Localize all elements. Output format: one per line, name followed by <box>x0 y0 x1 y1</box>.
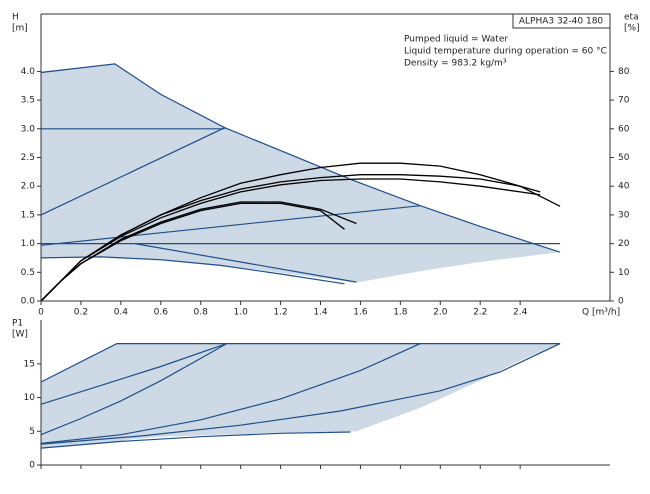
y2-axis-label: eta <box>624 13 639 23</box>
y-axis-label: [W] <box>12 330 28 340</box>
y-axis-label: [m] <box>12 24 28 34</box>
curve <box>40 431 351 449</box>
y-tick-label: 10 <box>24 393 36 403</box>
x-tick-label: 2.0 <box>433 308 448 318</box>
y-tick-label: 2.0 <box>21 182 36 192</box>
y-axis-label: H <box>12 13 19 23</box>
x-tick-label: 0.2 <box>74 308 88 318</box>
x-tick-label: 0.4 <box>114 308 129 318</box>
annotation: Liquid temperature during operation = 60… <box>404 47 607 57</box>
x-axis-label: Q [m³/h] <box>582 308 620 318</box>
y-tick-label: 3.5 <box>21 96 35 106</box>
y-tick-label: 1.0 <box>21 239 36 249</box>
curve <box>40 343 561 383</box>
y2-tick-label: 70 <box>618 96 630 106</box>
annotation: Density = 983.2 kg/m³ <box>404 59 507 69</box>
y-tick-label: 1.5 <box>21 210 35 220</box>
y2-tick-label: 10 <box>618 268 630 278</box>
curve <box>40 343 227 436</box>
y-tick-label: 2.5 <box>21 153 35 163</box>
curve <box>40 127 225 216</box>
x-tick-label: 0.6 <box>154 308 169 318</box>
curve <box>40 343 561 445</box>
y-tick-label: 15 <box>24 359 35 369</box>
x-tick-label: 1.0 <box>233 308 248 318</box>
curve <box>40 343 421 444</box>
y2-tick-label: 80 <box>618 67 630 77</box>
y2-tick-label: 20 <box>618 239 630 249</box>
x-tick-label: 0.8 <box>194 308 209 318</box>
y-tick-label: 0 <box>29 461 35 471</box>
y-tick-label: 5 <box>29 427 35 437</box>
y-tick-label: 4.0 <box>21 67 36 77</box>
operating-area <box>41 343 561 449</box>
y-tick-label: 3.0 <box>21 124 36 134</box>
x-tick-label: 1.8 <box>393 308 408 318</box>
curve <box>40 343 227 405</box>
operating-area <box>41 63 561 283</box>
y2-tick-label: 0 <box>618 297 624 307</box>
x-tick-label: 1.6 <box>353 308 368 318</box>
x-tick-label: 1.2 <box>273 308 287 318</box>
y2-tick-label: 30 <box>618 210 630 220</box>
curve <box>40 63 561 253</box>
y2-tick-label: 50 <box>618 153 630 163</box>
x-tick-label: 0 <box>38 308 44 318</box>
y-tick-label: 0.0 <box>21 297 36 307</box>
x-tick-label: 2.4 <box>513 308 528 318</box>
annotation: Pumped liquid = Water <box>404 35 508 45</box>
y-tick-label: 0.5 <box>21 268 35 278</box>
x-tick-label: 2.2 <box>473 308 487 318</box>
title-box <box>512 13 611 29</box>
curve <box>134 243 357 283</box>
curve <box>40 178 541 302</box>
curve <box>40 205 421 246</box>
curve <box>40 202 345 302</box>
y2-tick-label: 60 <box>618 124 630 134</box>
y2-tick-label: 40 <box>618 182 630 192</box>
chart-title: ALPHA3 32-40 180 <box>519 17 604 27</box>
x-tick-label: 1.4 <box>313 308 328 318</box>
y2-axis-label: [%] <box>624 24 640 34</box>
y-axis-label: P1 <box>12 319 23 329</box>
